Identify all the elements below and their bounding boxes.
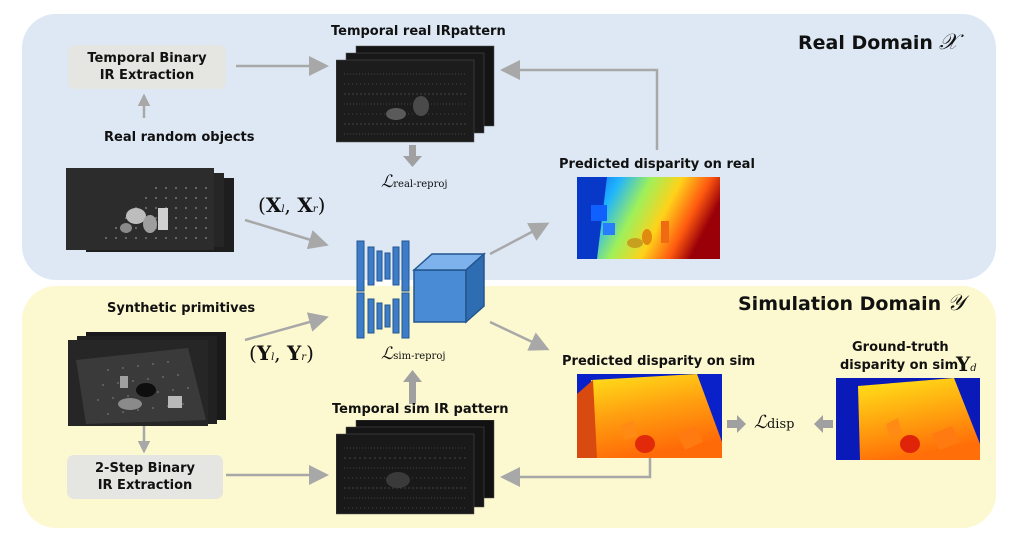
sim-reproj-loss: ℒsim-reproj xyxy=(381,344,445,364)
temporal-real-ir-image xyxy=(336,45,495,143)
sim-input-left: Y xyxy=(256,341,272,365)
arrow-sim-input-to-net xyxy=(244,312,329,342)
real-objects-image xyxy=(66,168,234,252)
real-extraction-line1: Temporal Binary xyxy=(87,51,207,66)
arrow-pred-sim-to-ir xyxy=(500,458,652,487)
sim-input-left-sub: l xyxy=(271,352,275,363)
caption-temporal-sim-ir: Temporal sim IR pattern xyxy=(332,402,509,417)
sim-extraction-line1: 2-Step Binary xyxy=(95,461,195,476)
gt-symbol: Yd xyxy=(956,352,977,376)
sim-input-right: Y xyxy=(287,341,302,365)
gt-symbol-letter: Y xyxy=(956,352,971,376)
real-extraction-box: Temporal Binary IR Extraction xyxy=(68,45,226,89)
sim-domain-symbol: 𝒴 xyxy=(947,291,965,316)
arrow-net-to-pred-real xyxy=(489,222,550,256)
caption-pred-sim: Predicted disparity on sim xyxy=(562,354,756,369)
arrow-pred-real-to-ir xyxy=(500,60,659,150)
sim-input-right-sub: r xyxy=(301,352,307,363)
real-domain-title: Real Domain 𝒳 xyxy=(798,30,958,55)
real-input-left-sub: l xyxy=(281,204,285,215)
arrow-net-to-pred-sim xyxy=(489,320,550,351)
arrow-gt-to-disp-loss xyxy=(814,415,833,433)
sim-domain-title: Simulation Domain 𝒴 xyxy=(738,291,964,316)
caption-temporal-real-ir: Temporal real IRpattern xyxy=(331,24,506,39)
real-loss-sub: real-reproj xyxy=(393,179,448,190)
disp-loss: ℒdisp xyxy=(754,412,794,433)
disp-loss-sub: disp xyxy=(766,417,795,432)
sim-domain-title-text: Simulation Domain xyxy=(738,293,942,315)
arrow-sim-ir-to-loss xyxy=(403,370,422,404)
real-input-right: X xyxy=(297,193,313,217)
synthetic-primitives-image xyxy=(68,332,226,426)
sim-loss-sub: sim-reproj xyxy=(393,351,446,362)
disp-loss-symbol: ℒ xyxy=(754,412,767,433)
caption-pred-real: Predicted disparity on real xyxy=(559,157,755,172)
sim-loss-symbol: ℒ xyxy=(381,344,394,364)
sim-extraction-box: 2-Step Binary IR Extraction xyxy=(67,455,223,499)
caption-gt-line2: disparity on sim xyxy=(840,358,959,373)
real-extraction-line2: IR Extraction xyxy=(99,68,195,83)
gt-disparity-image xyxy=(836,378,980,460)
caption-real-objects: Real random objects xyxy=(104,130,255,145)
real-input-pair: (Xl, Xr) xyxy=(258,193,326,217)
real-input-right-sub: r xyxy=(312,204,318,215)
real-input-left: X xyxy=(265,193,282,217)
temporal-sim-ir-image xyxy=(336,420,495,515)
network-encoder-decoder xyxy=(356,240,486,339)
caption-synthetic: Synthetic primitives xyxy=(107,301,256,316)
arrow-pred-sim-to-disp-loss xyxy=(727,415,746,433)
pred-sim-disparity-image xyxy=(577,374,722,458)
gt-symbol-sub: d xyxy=(970,363,977,374)
arrow-real-input-to-net xyxy=(244,218,329,250)
real-domain-title-text: Real Domain xyxy=(798,32,933,54)
sim-input-pair: (Yl, Yr) xyxy=(249,341,314,365)
arrow-real-ir-to-loss xyxy=(403,145,422,167)
pred-real-disparity-image xyxy=(577,177,720,259)
caption-gt-line1: Ground-truth xyxy=(852,340,949,355)
real-reproj-loss: ℒreal-reproj xyxy=(381,172,448,192)
real-domain-symbol: 𝒳 xyxy=(938,30,958,55)
real-loss-symbol: ℒ xyxy=(381,172,394,192)
sim-extraction-line2: IR Extraction xyxy=(97,478,193,493)
